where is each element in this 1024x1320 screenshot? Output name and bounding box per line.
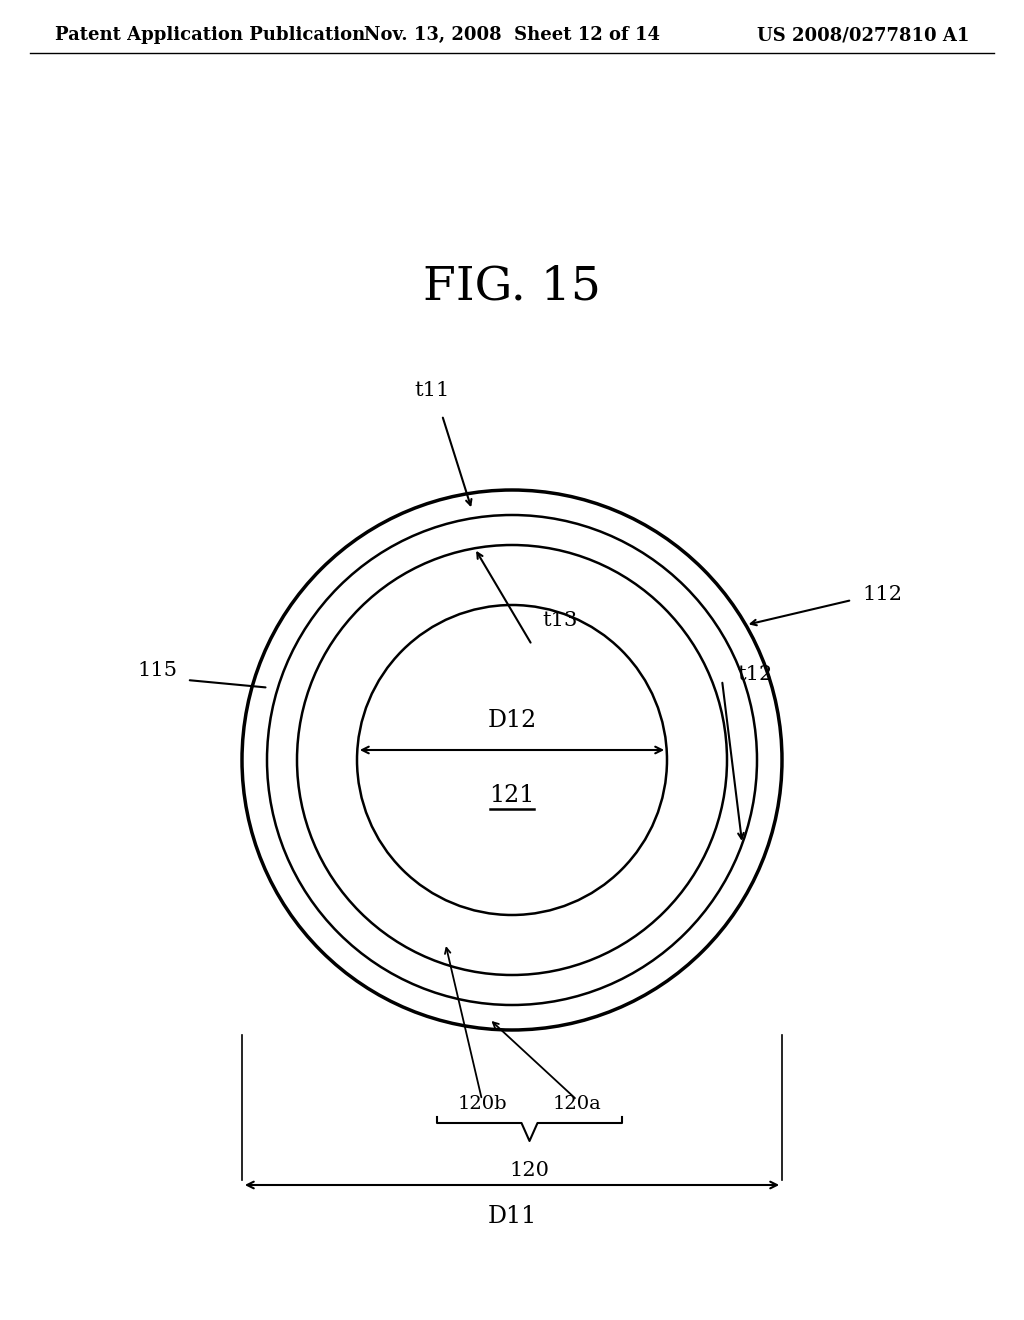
Text: 120: 120 xyxy=(510,1162,550,1180)
Text: 115: 115 xyxy=(137,660,177,680)
Text: t13: t13 xyxy=(542,611,578,630)
Text: t12: t12 xyxy=(737,665,772,685)
Circle shape xyxy=(242,490,782,1030)
Circle shape xyxy=(357,605,667,915)
Text: Patent Application Publication: Patent Application Publication xyxy=(55,26,366,44)
Text: t11: t11 xyxy=(415,381,450,400)
Text: 112: 112 xyxy=(862,586,902,605)
Text: 120b: 120b xyxy=(457,1096,507,1113)
Text: Nov. 13, 2008  Sheet 12 of 14: Nov. 13, 2008 Sheet 12 of 14 xyxy=(364,26,660,44)
Circle shape xyxy=(267,515,757,1005)
Text: US 2008/0277810 A1: US 2008/0277810 A1 xyxy=(757,26,969,44)
Text: FIG. 15: FIG. 15 xyxy=(423,265,601,310)
Text: D11: D11 xyxy=(487,1205,537,1228)
Text: 120a: 120a xyxy=(553,1096,601,1113)
Text: 121: 121 xyxy=(489,784,535,807)
Text: D12: D12 xyxy=(487,709,537,733)
